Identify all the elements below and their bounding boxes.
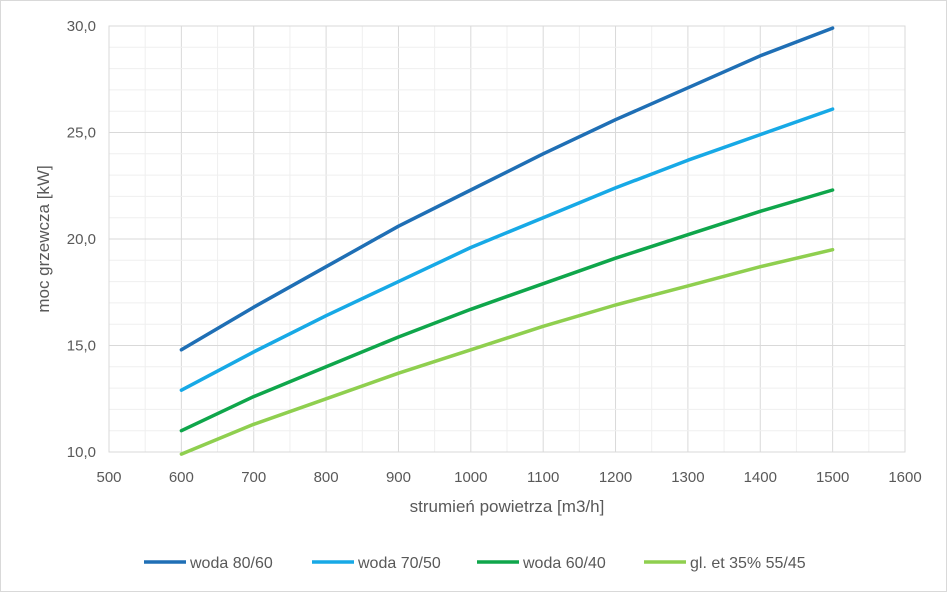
- series-lines: [179, 26, 835, 456]
- series-line-1: [179, 26, 835, 352]
- x-tick-label: 1100: [527, 469, 559, 486]
- x-tick-label: 1000: [454, 469, 487, 486]
- x-tick-label: 1600: [888, 469, 921, 486]
- gridlines: [108, 25, 906, 453]
- x-axis-title: strumień powietrza [m3/h]: [410, 497, 605, 516]
- x-tick-label: 700: [241, 469, 266, 486]
- x-tick-label: 1200: [599, 469, 632, 486]
- x-tick-label: 900: [386, 469, 411, 486]
- y-axis-title: moc grzewcza [kW]: [34, 165, 53, 312]
- x-tick-label: 1500: [816, 469, 849, 486]
- legend-label-1: woda 80/60: [189, 555, 273, 572]
- x-tick-label: 1300: [671, 469, 704, 486]
- x-axis-ticks: 500 600 700 800 900 1000 1100 1200 1300 1400 1500 1…: [96, 469, 921, 486]
- series-line-2: [179, 107, 835, 392]
- series-line-3: [179, 188, 835, 433]
- series-line-4: [179, 247, 835, 456]
- x-tick-label: 500: [96, 469, 121, 486]
- y-tick-label: 25,0: [67, 125, 96, 142]
- legend-label-2: woda 70/50: [357, 555, 441, 572]
- x-tick-label: 1400: [744, 469, 777, 486]
- x-tick-label: 600: [169, 469, 194, 486]
- y-tick-label: 30,0: [67, 18, 96, 35]
- legend-label-3: woda 60/40: [522, 555, 606, 572]
- y-tick-label: 20,0: [67, 231, 96, 248]
- legend-label-4: gl. et 35% 55/45: [690, 555, 806, 572]
- legend: woda 80/60 woda 70/50 woda 60/40 gl. et 35%…: [144, 555, 806, 572]
- plot-area-border: [108, 25, 906, 453]
- y-tick-label: 10,0: [67, 444, 96, 461]
- y-axis-ticks: 10,0 15,0 20,0 25,0 30,0: [67, 18, 96, 461]
- x-tick-label: 800: [314, 469, 339, 486]
- y-tick-label: 15,0: [67, 338, 96, 355]
